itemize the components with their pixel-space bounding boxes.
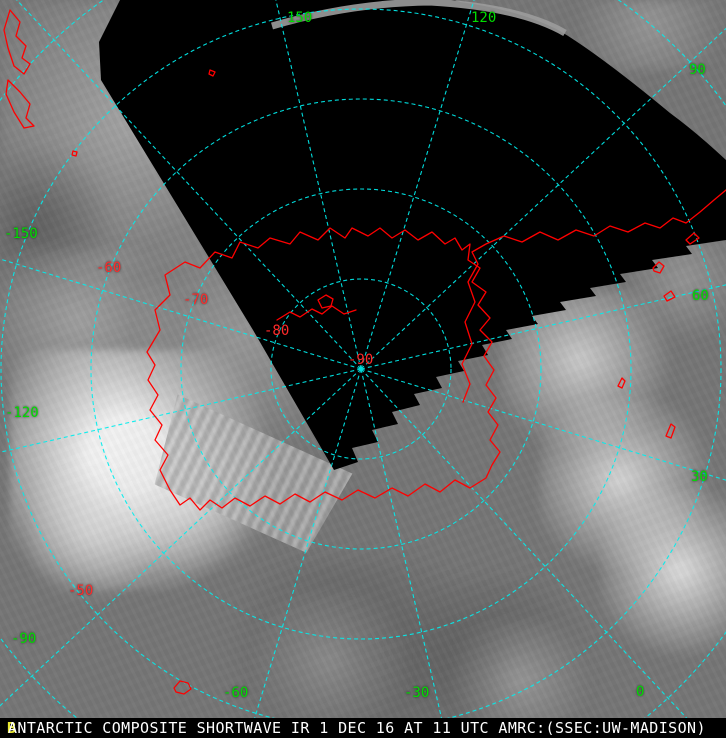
latitude-label--80: -80 xyxy=(264,323,290,339)
meridian-150 xyxy=(275,0,362,370)
island xyxy=(663,290,676,302)
meridian-30 xyxy=(360,368,726,481)
antarctic-peninsula xyxy=(461,189,726,403)
island xyxy=(71,150,78,157)
antarctica-coast xyxy=(146,227,501,511)
longitude-label-150: 150 xyxy=(287,10,313,26)
meridian-60 xyxy=(360,284,726,370)
island xyxy=(685,232,700,245)
longitude-label-0: 0 xyxy=(636,684,645,700)
island xyxy=(208,69,216,77)
latitude-circle-70 xyxy=(180,188,542,550)
longitude-label--150: -150 xyxy=(4,226,38,242)
coastlines xyxy=(3,9,726,695)
ross-island xyxy=(317,294,334,309)
latitude-circle-80 xyxy=(270,278,452,460)
latitude-circle-60 xyxy=(90,98,632,640)
cursor-glyph: B xyxy=(7,719,17,737)
new-zealand-south xyxy=(5,79,35,129)
latitude-label--50: -50 xyxy=(68,583,94,599)
caption-text: ANTARCTIC COMPOSITE SHORTWAVE IR 1 DEC 1… xyxy=(8,719,706,737)
ice-shelf-edge xyxy=(276,305,357,321)
longitude-label--90: -90 xyxy=(11,631,37,647)
longitude-label-30: 30 xyxy=(691,469,708,485)
latitude-circle-50 xyxy=(0,8,722,730)
island xyxy=(665,423,676,439)
disk-limb-band xyxy=(271,0,567,37)
latitude-label--90: -90 xyxy=(348,352,374,368)
latitude-label--60: -60 xyxy=(96,260,122,276)
meridian--120 xyxy=(0,368,362,453)
longitude-label-120: 120 xyxy=(471,10,497,26)
new-zealand-north xyxy=(3,9,31,75)
island xyxy=(173,680,192,695)
meridian--150 xyxy=(0,258,362,370)
latitude-label--70: -70 xyxy=(183,292,209,308)
longitude-label--120: -120 xyxy=(5,405,39,421)
meridian--90 xyxy=(0,368,362,707)
meridian--30 xyxy=(360,368,447,738)
longitude-label-90: 90 xyxy=(689,62,706,78)
island xyxy=(652,261,665,274)
meridian--60 xyxy=(248,368,362,738)
longitude-label--60: -60 xyxy=(223,685,249,701)
island xyxy=(617,377,626,389)
caption-bar: B ANTARCTIC COMPOSITE SHORTWAVE IR 1 DEC… xyxy=(0,718,726,738)
longitude-label--30: -30 xyxy=(404,685,430,701)
longitude-label-60: 60 xyxy=(692,288,709,304)
